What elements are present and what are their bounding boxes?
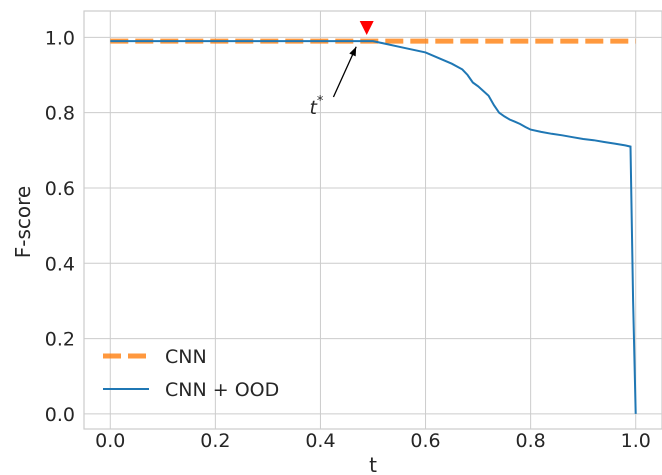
y-ticks: 0.0 0.2 0.4 0.6 0.8 1.0 <box>45 27 75 426</box>
y-tick-label: 0.6 <box>45 178 75 200</box>
annotation-arrow-head <box>349 46 357 57</box>
x-tick-label: 0.4 <box>305 430 335 452</box>
x-tick-label: 0.0 <box>95 430 125 452</box>
annotation-arrow-shaft <box>332 46 357 98</box>
x-ticks: 0.0 0.2 0.4 0.6 0.8 1.0 <box>95 430 651 452</box>
annotation-group: t* <box>309 46 357 119</box>
y-tick-label: 0.4 <box>45 253 75 275</box>
y-tick-label: 0.8 <box>45 103 75 125</box>
annotation-sup: * <box>317 94 324 109</box>
axes-frame <box>83 10 662 430</box>
x-tick-label: 0.2 <box>200 430 230 452</box>
annotation-base: t <box>309 97 318 119</box>
y-tick-label: 0.0 <box>45 404 75 426</box>
y-axis-label: F-score <box>11 186 35 258</box>
y-tick-label: 0.2 <box>45 329 75 351</box>
x-tick-label: 0.8 <box>516 430 546 452</box>
x-tick-label: 1.0 <box>621 430 651 452</box>
legend-label: CNN + OOD <box>165 379 279 401</box>
series-line-cnn-ood <box>110 40 637 414</box>
y-tick-label: 1.0 <box>45 27 75 49</box>
grid <box>84 11 662 429</box>
marker-group <box>359 20 374 35</box>
series-group <box>110 38 637 414</box>
legend-label: CNN <box>165 346 207 368</box>
annotation-text: t* <box>309 94 323 119</box>
x-axis-label: t <box>369 453 377 475</box>
threshold-marker <box>359 20 374 35</box>
legend: CNN CNN + OOD <box>103 346 279 401</box>
plot-frame <box>83 10 662 430</box>
x-tick-label: 0.6 <box>410 430 440 452</box>
